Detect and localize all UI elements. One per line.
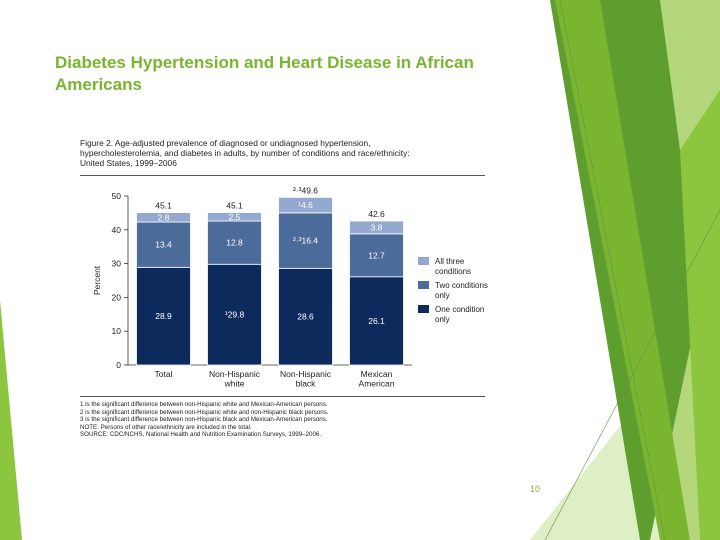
figure-note: 1 is the significant difference between …	[80, 401, 328, 408]
figure-notes: 1 is the significant difference between …	[80, 401, 490, 439]
x-category-label: American	[359, 379, 395, 389]
bar-total-label: 45.1	[155, 201, 172, 211]
bar-segment	[278, 267, 333, 366]
bar-segment	[136, 266, 191, 366]
bar-segment	[349, 220, 404, 235]
legend-label: One condition	[435, 305, 484, 314]
bar-segment	[349, 233, 404, 278]
x-category-label: Mexican	[361, 369, 393, 379]
bar-total-label: 42.6	[368, 209, 385, 219]
x-category-label: Non-Hispanic	[209, 369, 261, 379]
legend-swatch	[418, 305, 429, 313]
x-category-label: black	[296, 379, 317, 389]
y-tick-label: 30	[112, 259, 122, 269]
bar-segment	[278, 212, 333, 269]
y-tick-label: 0	[116, 360, 121, 370]
figure-top-rule	[80, 175, 485, 176]
bar-segment	[349, 276, 404, 366]
figure-caption-line: Figure 2. Age-adjusted prevalence of dia…	[80, 138, 371, 148]
y-tick-label: 40	[112, 225, 122, 235]
thin-line-2	[544, 209, 720, 540]
bar-value-label: 2.5	[229, 212, 241, 222]
x-category-label: Total	[155, 369, 173, 379]
bar-segment	[207, 212, 262, 222]
y-tick-label: 20	[112, 292, 122, 302]
green-stripe-bright	[680, 90, 720, 540]
bar-value-label: 28.9	[155, 311, 172, 321]
bar-value-label: 12.8	[226, 238, 243, 248]
green-stripe-left-edge	[0, 300, 22, 540]
figure-note: SOURCE: CDC/NCHS, National Health and Nu…	[80, 431, 322, 439]
legend-label: only	[435, 315, 450, 324]
y-tick-label: 10	[112, 326, 122, 336]
legend-label: only	[435, 291, 450, 300]
legend-label: All three	[435, 257, 465, 266]
bar-value-label: ¹4.6	[298, 200, 313, 210]
slide-title: Diabetes Hypertension and Heart Disease …	[55, 53, 474, 94]
bar-total-label: ²·³49.6	[293, 185, 318, 195]
green-stripe-mid	[555, 0, 690, 540]
x-category-label: Non-Hispanic	[280, 369, 332, 379]
legend-label: Two conditions	[435, 281, 488, 290]
bar-segment	[136, 212, 191, 223]
legend-swatch	[418, 257, 429, 265]
bar-value-label: ¹29.8	[225, 310, 245, 320]
y-tick-label: 50	[112, 191, 122, 201]
figure: Figure 2. Age-adjusted prevalence of dia…	[80, 138, 490, 458]
legend-swatch	[418, 281, 429, 289]
bar-value-label: ²·³16.4	[293, 236, 318, 246]
figure-note: 3 is the significant difference between …	[80, 416, 328, 424]
bar-total-label: 45.1	[226, 201, 243, 211]
bar-segment	[207, 220, 262, 265]
bar-segment	[136, 221, 191, 268]
bar-value-label: 2.8	[158, 212, 170, 222]
stacked-bar-chart: 01020304050Percent28.913.42.845.1Total¹2…	[92, 185, 488, 389]
bar-value-label: 13.4	[155, 240, 172, 250]
bar-value-label: 3.8	[371, 222, 383, 232]
figure-caption: Figure 2. Age-adjusted prevalence of dia…	[80, 138, 490, 168]
figure-bottom-rule	[80, 396, 485, 397]
figure-caption-line: hypercholesterolemia, and diabetes in ad…	[80, 148, 410, 158]
bar-value-label: 28.6	[297, 312, 314, 322]
y-axis-label: Percent	[92, 265, 102, 295]
figure-note: 2 is the significant difference between …	[80, 408, 329, 416]
figure-caption-line: United States, 1999–2006	[80, 158, 177, 168]
bar-value-label: 26.1	[368, 316, 385, 326]
bar-segment	[207, 263, 262, 366]
bar-value-label: 12.7	[368, 250, 385, 260]
x-category-label: white	[224, 379, 245, 389]
bar-segment	[278, 196, 333, 214]
page-number: 10	[530, 484, 541, 494]
thin-line-1	[559, 0, 666, 540]
legend-label: conditions	[435, 267, 471, 276]
figure-note: NOTE: Persons of other race/ethnicity ar…	[80, 423, 252, 431]
